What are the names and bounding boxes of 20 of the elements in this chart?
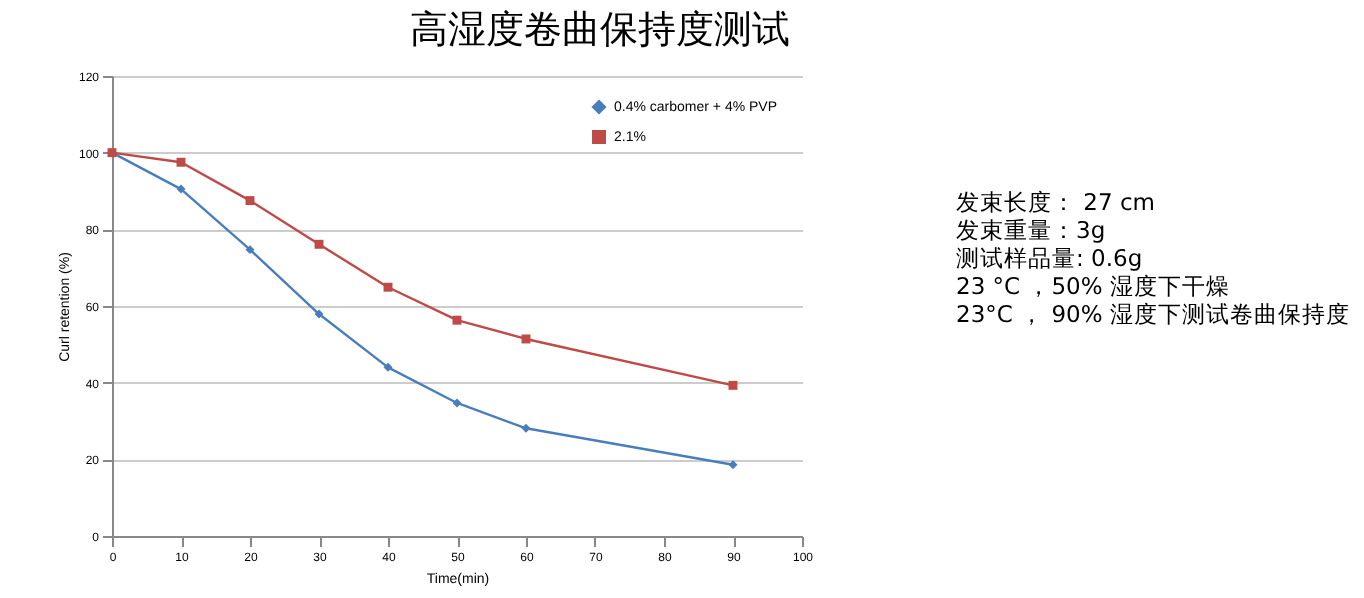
point — [245, 245, 255, 255]
text: 发束长度： 27 cm — [956, 188, 1157, 216]
text: 23 °C ，50% 湿度下干燥 — [956, 272, 1232, 300]
point — [728, 380, 738, 390]
text: 测试样品量: 0.6g — [956, 244, 1145, 272]
point — [452, 398, 462, 408]
text: 发束重量：3g — [956, 216, 1108, 244]
point — [728, 460, 738, 470]
chart-title: 高湿度卷曲保持度测试 — [408, 6, 792, 56]
text: 23°C ， 90% 湿度下测试卷曲保持度 — [956, 300, 1350, 328]
point — [521, 334, 531, 344]
point — [245, 196, 255, 206]
point — [383, 282, 393, 292]
point — [383, 362, 393, 372]
point — [314, 309, 324, 319]
point — [452, 315, 462, 325]
point — [521, 423, 531, 433]
point — [314, 239, 324, 249]
point — [176, 184, 186, 194]
point — [176, 157, 186, 167]
